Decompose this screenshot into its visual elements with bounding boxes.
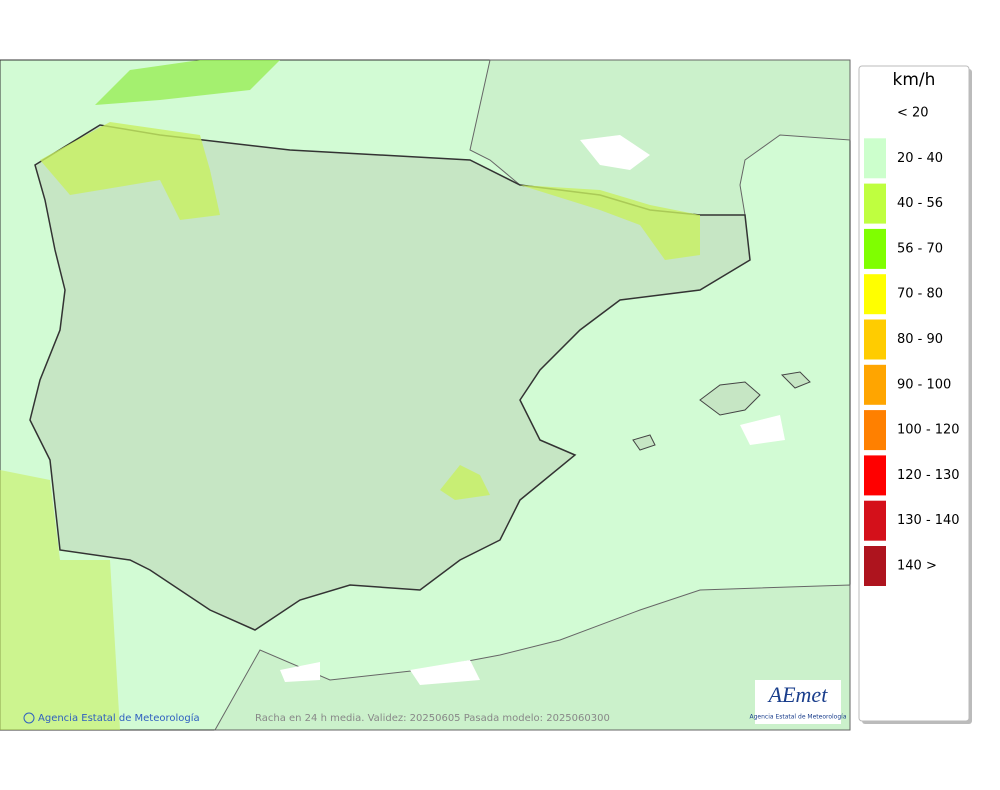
copyright-icon	[23, 712, 35, 724]
legend-swatch	[864, 364, 886, 405]
legend-swatch	[864, 546, 886, 586]
caption: Racha en 24 h media. Validez: 20250605 P…	[255, 713, 610, 724]
wind-area	[0, 470, 120, 730]
legend-swatch	[864, 183, 886, 224]
legend-swatch	[864, 500, 886, 541]
logo-box	[755, 680, 841, 724]
legend-label: 20 - 40	[897, 151, 943, 166]
legend-swatch	[864, 138, 886, 179]
ibiza	[632, 434, 656, 451]
wind-area	[520, 185, 700, 260]
legend-swatch	[864, 274, 886, 315]
legend-label: 56 - 70	[897, 241, 943, 256]
map: Agencia Estatal de Meteorología Racha en…	[0, 59, 851, 731]
logo: AEmet	[767, 682, 829, 707]
legend-swatch	[864, 228, 886, 269]
calm-area	[580, 135, 650, 170]
legend: km/h < 20 20 - 40 40 - 56 56 - 70 70 - 80 80 …	[858, 65, 972, 724]
logo-subtitle: Agencia Estatal de Meteorología	[750, 714, 847, 721]
legend-label: 100 - 120	[897, 423, 960, 438]
legend-box	[858, 65, 970, 722]
legend-swatch	[864, 455, 886, 496]
legend-swatch	[864, 410, 886, 451]
menorca	[780, 371, 811, 389]
wind-area	[95, 60, 280, 105]
wind-area	[40, 122, 220, 220]
legend-label: 70 - 80	[897, 287, 943, 302]
legend-swatch	[864, 319, 886, 360]
legend-label: < 20	[897, 106, 929, 121]
legend-label: 90 - 100	[897, 377, 951, 392]
legend-label: 40 - 56	[897, 196, 943, 211]
mallorca	[699, 381, 761, 416]
wind-area	[440, 465, 490, 500]
legend-label: 140 >	[897, 559, 937, 574]
legend-title: km/h	[893, 70, 936, 90]
agency-credit: Agencia Estatal de Meteorología	[38, 712, 200, 724]
legend-label: 120 - 130	[897, 468, 960, 483]
legend-label: 130 - 140	[897, 513, 960, 528]
legend-swatch	[864, 93, 886, 133]
legend-label: 80 - 90	[897, 332, 943, 347]
